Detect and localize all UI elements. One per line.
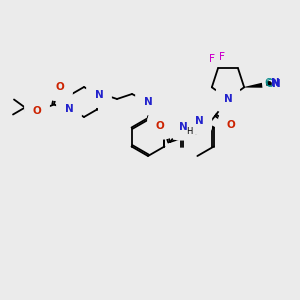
Text: O: O — [33, 106, 41, 116]
Text: H: H — [186, 128, 192, 136]
Text: O: O — [226, 120, 236, 130]
Text: N: N — [144, 97, 152, 107]
Text: F: F — [219, 52, 225, 62]
Text: N: N — [224, 94, 232, 104]
Text: O: O — [56, 82, 64, 92]
Text: O: O — [226, 120, 236, 130]
Text: H: H — [186, 128, 192, 136]
Text: N: N — [272, 79, 281, 89]
Text: N: N — [224, 94, 232, 104]
Text: O: O — [33, 106, 41, 116]
Text: F: F — [219, 52, 225, 62]
Text: F: F — [209, 54, 215, 64]
Text: C: C — [265, 79, 272, 89]
Polygon shape — [244, 83, 262, 88]
Text: N: N — [224, 94, 232, 104]
Text: N: N — [94, 89, 103, 100]
Text: O: O — [156, 121, 164, 131]
Text: N: N — [271, 78, 280, 88]
Text: N: N — [195, 116, 204, 126]
Text: N: N — [64, 104, 74, 115]
Text: N: N — [94, 89, 103, 100]
Text: N: N — [64, 104, 74, 115]
Text: N: N — [195, 116, 204, 126]
Text: N: N — [178, 122, 188, 132]
Text: C: C — [264, 78, 272, 88]
Text: N: N — [144, 97, 152, 107]
Text: F: F — [209, 54, 215, 64]
Text: N: N — [178, 122, 188, 132]
Text: O: O — [156, 121, 164, 131]
Text: O: O — [56, 82, 64, 92]
